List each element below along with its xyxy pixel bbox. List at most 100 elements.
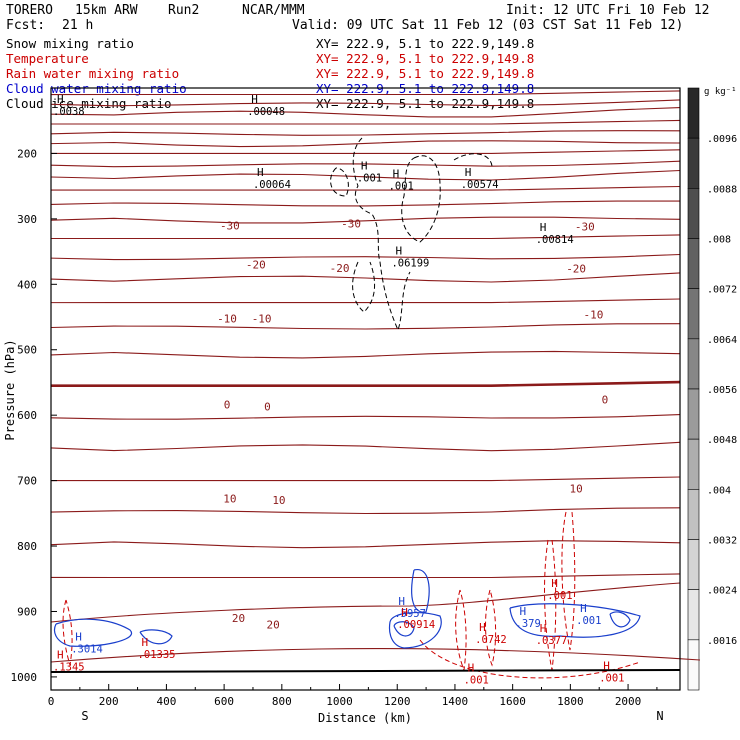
- y-tick-label: 300: [17, 213, 37, 226]
- colorbar-segment: [687, 639, 700, 691]
- temperature-label: 10: [272, 494, 285, 507]
- isotherm-line: [50, 380, 681, 388]
- colorbar-label: .008: [707, 235, 731, 246]
- colorbar-label: .0064: [707, 335, 737, 346]
- temperature-label: 0: [602, 393, 609, 406]
- temperature-label: 20: [232, 612, 245, 625]
- header-run: Run2: [168, 3, 199, 18]
- isotherm-line: [50, 582, 681, 623]
- legend-xy: XY= 222.9, 5.1 to 222.9,149.8: [316, 96, 534, 111]
- colorbar-label: .0032: [707, 536, 737, 547]
- terrain-line: [50, 669, 681, 673]
- maximum-label: .00814: [536, 234, 574, 246]
- rain-contour: [455, 589, 467, 672]
- header-org: NCAR/MMM: [242, 3, 305, 18]
- header-valid: Valid: 09 UTC Sat 11 Feb 12 (03 CST Sat …: [292, 18, 683, 33]
- colorbar-units: g kg⁻¹: [704, 87, 737, 97]
- isotherms: [50, 90, 701, 663]
- rain-contour: [544, 539, 557, 671]
- isotherm-line: [50, 507, 681, 515]
- cloud-contour: [411, 569, 430, 613]
- colorbar-segment: [687, 338, 700, 390]
- cloud-contour: [139, 629, 173, 645]
- maximum-marker: H: [257, 166, 264, 179]
- colorbar-segment: [687, 589, 700, 641]
- isotherm-line: [50, 414, 681, 420]
- maximum-label: .01335: [138, 649, 176, 661]
- maximum-marker: H: [468, 661, 475, 674]
- isotherm-line: [50, 119, 681, 125]
- isotherm-line: [50, 540, 681, 549]
- maximum-label: .0742: [475, 634, 507, 646]
- maximum-marker: H: [540, 221, 547, 234]
- y-tick-label: 500: [17, 344, 37, 357]
- temperature-label: -10: [217, 312, 237, 325]
- maximum-marker: H: [142, 636, 149, 649]
- snow-contour: [401, 155, 441, 243]
- legend-label: Snow mixing ratio: [6, 36, 134, 51]
- isotherm-line: [50, 441, 681, 452]
- colorbar-label: .0056: [707, 385, 737, 396]
- isotherm-line: [50, 107, 681, 118]
- maximum-label: .001: [389, 180, 414, 192]
- x-tick-label: 2000: [615, 695, 642, 708]
- maximum-label: .001: [599, 673, 624, 685]
- x-axis-label: Distance (km): [318, 711, 412, 725]
- x-tick-label: 600: [214, 695, 234, 708]
- header-model: TORERO: [6, 3, 53, 18]
- maximum-label: .5957: [394, 608, 426, 620]
- colorbar-label: .004: [707, 485, 731, 496]
- x-tick-label: 0: [48, 695, 55, 708]
- isotherm-line: [50, 140, 681, 148]
- y-tick-label: 900: [17, 605, 37, 618]
- maximum-marker: H: [479, 621, 486, 634]
- temperature-label: 10: [223, 492, 236, 505]
- maximum-label: .00064: [253, 179, 291, 191]
- maximum-label: .00914: [397, 619, 435, 631]
- maximum-label: .001: [464, 674, 489, 686]
- maximum-label: .3014: [71, 644, 103, 656]
- maximum-marker: H: [361, 160, 368, 173]
- cloud-contour: [53, 618, 133, 647]
- maximum-marker: H: [465, 166, 472, 179]
- colorbar-label: .0048: [707, 435, 737, 446]
- y-axis-label: Pressure (hPa): [3, 339, 17, 440]
- x-tick-label: 1000: [326, 695, 353, 708]
- maximum-label: .00574: [461, 179, 499, 191]
- isotherm-line: [50, 216, 681, 224]
- x-tick-label: 400: [156, 695, 176, 708]
- y-axis: 200 300 400 500 600 700 800 900 1000 Pressure (hP…: [3, 147, 57, 684]
- colorbar-label: .0096: [707, 134, 737, 145]
- plot-frame: [50, 87, 681, 691]
- header-init: Init: 12 UTC Fri 10 Feb 12: [506, 3, 710, 18]
- legend-xy: XY= 222.9, 5.1 to 222.9,149.8: [316, 51, 534, 66]
- colorbar-segment: [687, 438, 700, 490]
- colorbar: .0096 .0088 .008 .0072 .0064 .0056 .0048 .004 .0…: [687, 87, 737, 691]
- x-tick-label: 200: [99, 695, 119, 708]
- maximum-marker: H: [393, 167, 400, 180]
- colorbar-segment: [687, 137, 700, 189]
- isotherm-line: [50, 323, 681, 330]
- colorbar-label: .0088: [707, 184, 737, 195]
- temperature-label: 0: [224, 399, 231, 412]
- temperature-label: -20: [566, 263, 586, 276]
- colorbar-segment: [687, 288, 700, 340]
- isotherm-line: [50, 253, 681, 261]
- colorbar-segment: [687, 539, 700, 590]
- x-tick-label: 1400: [442, 695, 469, 708]
- header-fcst-hours: 21 h: [62, 18, 93, 33]
- rain-contour: [485, 589, 497, 667]
- x-left-label: S: [81, 709, 88, 723]
- maximum-marker: H: [75, 631, 82, 644]
- legend-xy: XY= 222.9, 5.1 to 222.9,149.8: [316, 66, 534, 81]
- isotherm-line: [50, 298, 681, 304]
- temperature-label: -10: [584, 308, 604, 321]
- isotherm-line: [50, 185, 681, 191]
- colorbar-label: .0072: [707, 285, 737, 296]
- temperature-label: 20: [267, 619, 280, 632]
- snow-contours: [330, 137, 493, 332]
- rain-contour: [561, 511, 576, 651]
- temperature-label: 0: [264, 401, 271, 414]
- snow-contour: [352, 137, 411, 332]
